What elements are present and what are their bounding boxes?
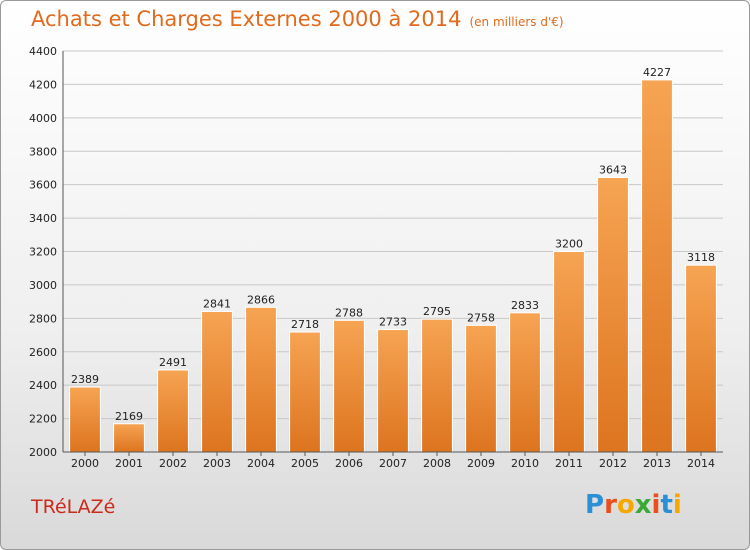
bar-2005 (289, 331, 321, 453)
x-tick-label: 2014 (687, 457, 715, 470)
bar-value-label: 3118 (687, 251, 715, 264)
logo-letter: t (660, 490, 673, 520)
x-tick-label: 2011 (555, 457, 583, 470)
bar-value-label: 2795 (423, 305, 451, 318)
bar-2011 (553, 251, 585, 453)
bar-2007 (377, 329, 409, 453)
bar-2013 (641, 79, 673, 453)
bar-2002 (157, 369, 189, 453)
logo-letter: o (616, 490, 635, 520)
bar-2009 (465, 324, 497, 453)
bar-value-label: 3643 (599, 163, 627, 176)
x-tick-label: 2013 (643, 457, 671, 470)
proxiti-logo: Proxiti (585, 490, 682, 520)
bar-value-label: 2758 (467, 311, 495, 324)
x-tick-label: 2009 (467, 457, 495, 470)
y-tick-label: 2600 (29, 346, 57, 359)
y-tick-label: 3400 (29, 212, 57, 225)
chart-title-text: Achats et Charges Externes 2000 à 2014 (31, 7, 462, 31)
x-tick-label: 2010 (511, 457, 539, 470)
bar-value-label: 4227 (643, 66, 671, 79)
x-tick-label: 2003 (203, 457, 231, 470)
bar-2003 (201, 310, 233, 453)
y-tick-label: 3200 (29, 246, 57, 259)
bar-2014 (685, 264, 717, 453)
y-tick-label: 3600 (29, 179, 57, 192)
y-tick-label: 4400 (29, 45, 57, 58)
bar-2010 (509, 312, 541, 453)
y-tick-label: 3000 (29, 279, 57, 292)
bar-value-label: 2169 (115, 410, 143, 423)
y-tick-label: 2800 (29, 312, 57, 325)
logo-letter: i (651, 490, 661, 520)
bar-2004 (245, 306, 277, 453)
x-tick-label: 2012 (599, 457, 627, 470)
chart-subtitle: (en milliers d'€) (469, 15, 564, 29)
logo-letter: x (634, 490, 652, 520)
x-tick-label: 2002 (159, 457, 187, 470)
y-tick-label: 2200 (29, 413, 57, 426)
bar-value-label: 2833 (511, 299, 539, 312)
bar-value-label: 3200 (555, 238, 583, 251)
y-tick-label: 2000 (29, 446, 57, 459)
bar-value-label: 2389 (71, 373, 99, 386)
bar-value-label: 2491 (159, 356, 187, 369)
chart-title: Achats et Charges Externes 2000 à 2014 (e… (31, 7, 564, 31)
place-name: TRéLAZé (31, 496, 116, 518)
bar-value-label: 2866 (247, 293, 275, 306)
bar-2006 (333, 319, 365, 453)
logo-letter: P (585, 490, 605, 520)
bar-value-label: 2841 (203, 297, 231, 310)
y-tick-label: 2400 (29, 379, 57, 392)
y-tick-label: 4000 (29, 112, 57, 125)
logo-letter: i (672, 490, 682, 520)
bar-value-label: 2788 (335, 306, 363, 319)
bar-2001 (113, 423, 145, 453)
bar-2008 (421, 318, 453, 453)
x-tick-label: 2001 (115, 457, 143, 470)
x-tick-label: 2007 (379, 457, 407, 470)
x-tick-label: 2005 (291, 457, 319, 470)
x-tick-label: 2006 (335, 457, 363, 470)
logo-letter: r (604, 490, 617, 520)
x-tick-label: 2004 (247, 457, 275, 470)
bar-value-label: 2733 (379, 316, 407, 329)
bar-value-label: 2718 (291, 318, 319, 331)
bar-2012 (597, 176, 629, 453)
y-tick-label: 3800 (29, 145, 57, 158)
x-tick-label: 2008 (423, 457, 451, 470)
y-tick-label: 4200 (29, 78, 57, 91)
x-tick-label: 2000 (71, 457, 99, 470)
bar-2000 (69, 386, 101, 453)
